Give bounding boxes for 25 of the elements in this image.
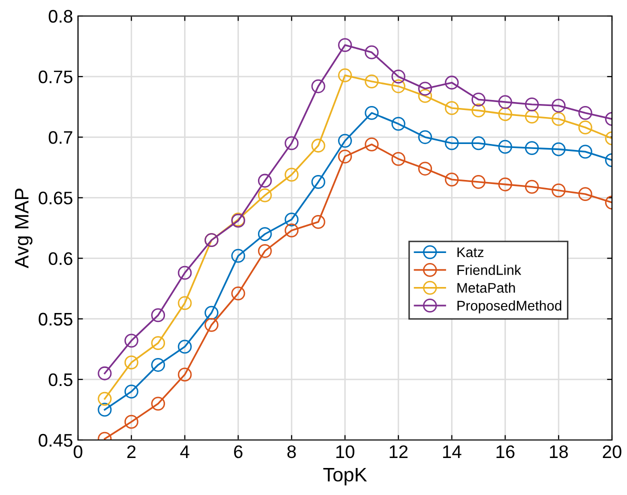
x-tick-label: 20 [602, 445, 622, 458]
y-tick-label: 0.7 [48, 131, 72, 144]
y-tick-label: 0.65 [38, 192, 72, 204]
y-tick-label: 0.55 [38, 312, 72, 326]
x-axis-title: TopK [323, 468, 367, 486]
y-tick-label: 0.5 [48, 373, 72, 386]
y-tick-label: 0.45 [38, 434, 72, 447]
x-tick-label: 12 [390, 445, 408, 458]
y-tick-label: 0.75 [38, 70, 72, 84]
x-tick-label: 14 [443, 446, 462, 458]
x-tick-label: 16 [496, 445, 514, 458]
legend-label: Katz [457, 247, 484, 258]
x-tick-label: 18 [550, 445, 568, 458]
x-tick-label: 2 [127, 445, 136, 458]
legend-label: ProposedMethod [457, 300, 562, 314]
legend-label: MetaPath [457, 282, 515, 293]
legend-label: FriendLink [457, 264, 522, 275]
x-tick-label: 10 [336, 445, 354, 458]
y-tick-label: 0.8 [48, 10, 72, 23]
y-tick-label: 0.6 [48, 252, 72, 266]
x-tick-label: 8 [287, 445, 296, 458]
y-axis-title: Avg MAP [15, 188, 32, 268]
x-tick-label: 4 [180, 446, 190, 458]
x-tick-label: 0 [74, 445, 82, 458]
x-tick-label: 6 [234, 445, 242, 458]
